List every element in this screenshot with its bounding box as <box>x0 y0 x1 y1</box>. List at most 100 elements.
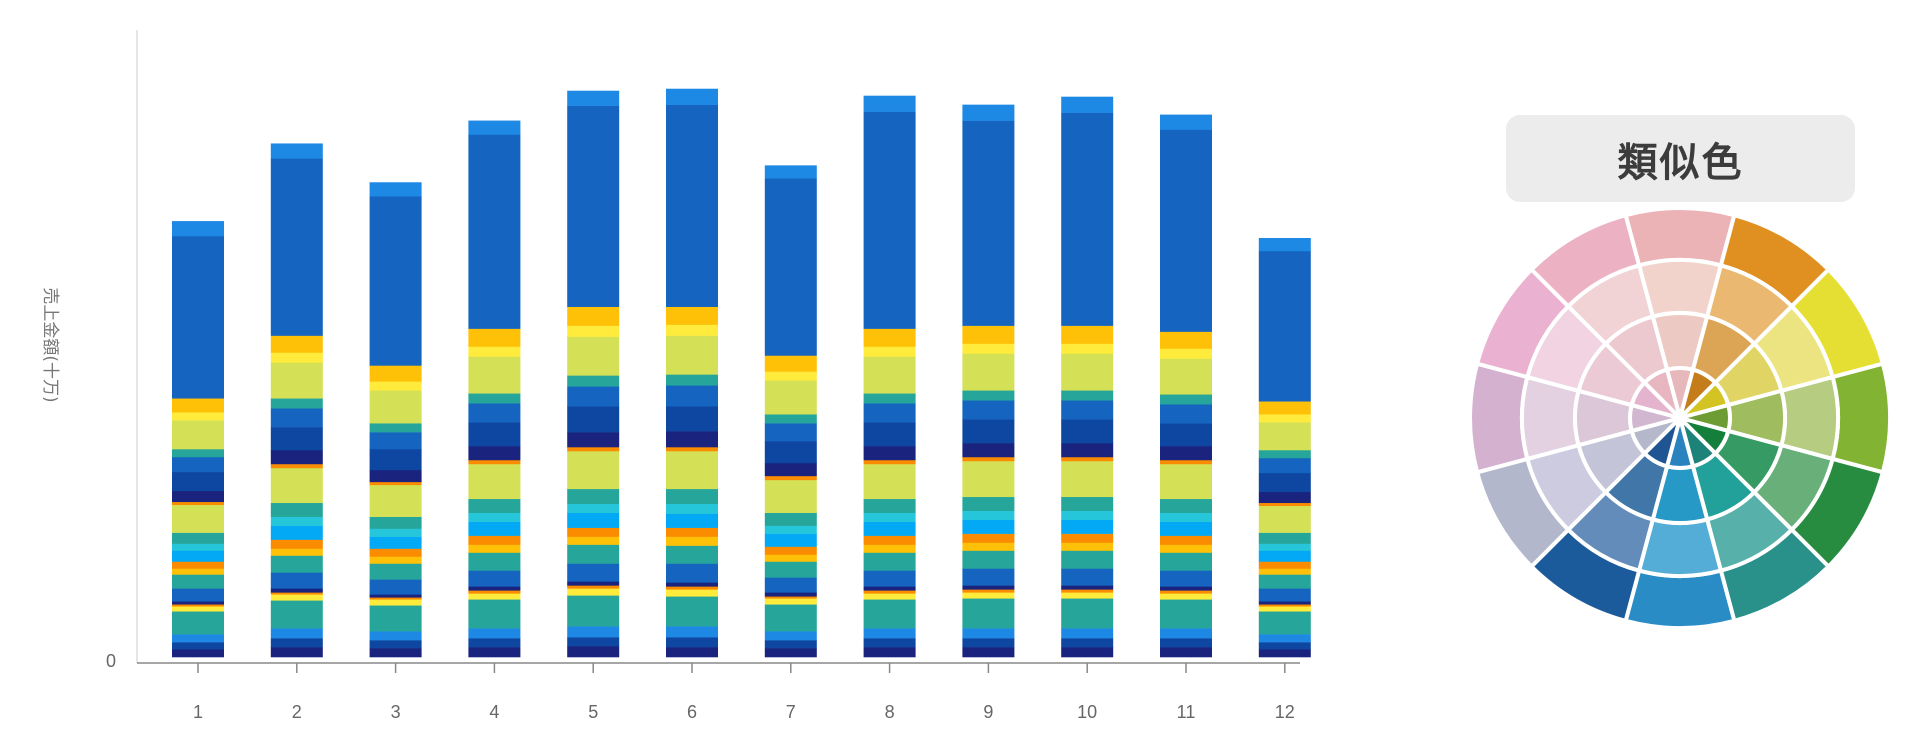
bar-segment <box>567 447 620 452</box>
bar-segment <box>369 605 422 632</box>
x-tick-label: 11 <box>1177 702 1196 722</box>
bar-segment <box>764 598 817 605</box>
bar-segment <box>666 447 718 452</box>
bar-segment <box>764 479 817 513</box>
bar-5 <box>567 90 620 658</box>
bar-segment <box>863 552 916 571</box>
bar-segment <box>863 521 916 536</box>
bar-segment <box>1258 601 1311 605</box>
bar-segment <box>369 390 422 424</box>
bar-segment <box>1061 343 1114 354</box>
bar-segment <box>666 385 718 407</box>
bar-segment <box>567 406 620 433</box>
bar-segment <box>1160 498 1212 513</box>
bar-segment <box>764 596 817 599</box>
bar-segment <box>369 594 422 598</box>
bar-segment <box>369 579 422 595</box>
bar-segment <box>1160 512 1212 522</box>
bar-segment <box>172 601 224 605</box>
bar-segment <box>172 412 224 421</box>
bar-segment <box>369 563 422 580</box>
bar-segment <box>1061 585 1114 590</box>
bar-segment <box>764 355 817 372</box>
bar-segment <box>270 600 323 629</box>
bar-segment <box>962 533 1015 543</box>
bar-segment <box>863 403 916 423</box>
bar-segment <box>369 365 422 382</box>
bar-segment <box>468 628 521 639</box>
bar-segment <box>468 328 521 347</box>
bar-segment <box>863 463 916 500</box>
bar-segment <box>962 390 1015 401</box>
bar-segment <box>666 306 718 325</box>
bar-segment <box>1258 561 1311 569</box>
bar-segment <box>468 403 521 423</box>
bar-segment <box>666 374 718 386</box>
bar-segment <box>369 196 422 366</box>
x-tick-label: 5 <box>588 702 598 722</box>
bar-segment <box>962 104 1015 121</box>
bar-segment <box>567 306 620 326</box>
bar-segment <box>270 352 323 363</box>
bar-segment <box>1061 325 1114 344</box>
bar-segment <box>270 449 323 465</box>
bar-segment <box>468 498 521 513</box>
bar-segment <box>567 375 620 387</box>
bar-segment <box>1160 423 1212 447</box>
bar-segment <box>666 589 718 597</box>
bar-segment <box>172 568 224 575</box>
bar-segment <box>369 484 422 517</box>
bar-segment <box>962 120 1015 326</box>
bar-segment <box>369 381 422 391</box>
bar-segment <box>1160 570 1212 587</box>
bar-segment <box>270 463 323 469</box>
bar-9 <box>962 104 1015 658</box>
bar-segment <box>567 544 620 564</box>
bar-segment <box>172 221 224 237</box>
bar-segment <box>270 572 323 589</box>
bar-segment <box>172 471 224 492</box>
bar-segment <box>1061 460 1114 498</box>
bar-segment <box>468 535 521 545</box>
bar-segment <box>863 111 916 329</box>
bar-segment <box>468 521 521 536</box>
bar-segment <box>962 568 1015 586</box>
bar-segment <box>764 604 817 632</box>
bar-segment <box>270 143 323 159</box>
bar-segment <box>764 512 817 526</box>
bar-segment <box>369 423 422 433</box>
bar-segment <box>567 595 620 627</box>
bar-segment <box>863 512 916 522</box>
bar-3 <box>369 182 422 658</box>
bar-segment <box>369 469 422 483</box>
bar-segment <box>764 648 817 658</box>
bar-segment <box>666 324 718 336</box>
bar-segment <box>1061 353 1114 391</box>
bar-segment <box>1160 544 1212 553</box>
bar-segment <box>666 104 718 307</box>
bar-segment <box>1061 510 1114 520</box>
bar-segment <box>962 585 1015 590</box>
bar-segment <box>1061 542 1114 551</box>
bar-segment <box>172 649 224 658</box>
bar-segment <box>1258 574 1311 589</box>
bar-segment <box>764 371 817 381</box>
bar-segment <box>369 516 422 529</box>
bar-7 <box>764 165 817 658</box>
y-axis-label: 売上金額(十万) <box>40 287 60 402</box>
bar-segment <box>962 456 1015 462</box>
bar-segment <box>1258 414 1311 423</box>
bar-segment <box>1160 129 1212 332</box>
color-wheel-cell <box>1468 361 1530 475</box>
bar-segment <box>270 548 323 556</box>
bar-segment <box>666 536 718 546</box>
bar-segment <box>666 545 718 564</box>
bar-segment <box>369 648 422 658</box>
x-tick-label: 8 <box>885 702 895 722</box>
y-tick-label: 0 <box>106 651 116 671</box>
x-tick-label: 6 <box>687 702 697 722</box>
x-tick-label: 3 <box>391 702 401 722</box>
bar-segment <box>1160 358 1212 395</box>
bar-segment <box>1160 459 1212 465</box>
bar-11 <box>1160 114 1212 658</box>
